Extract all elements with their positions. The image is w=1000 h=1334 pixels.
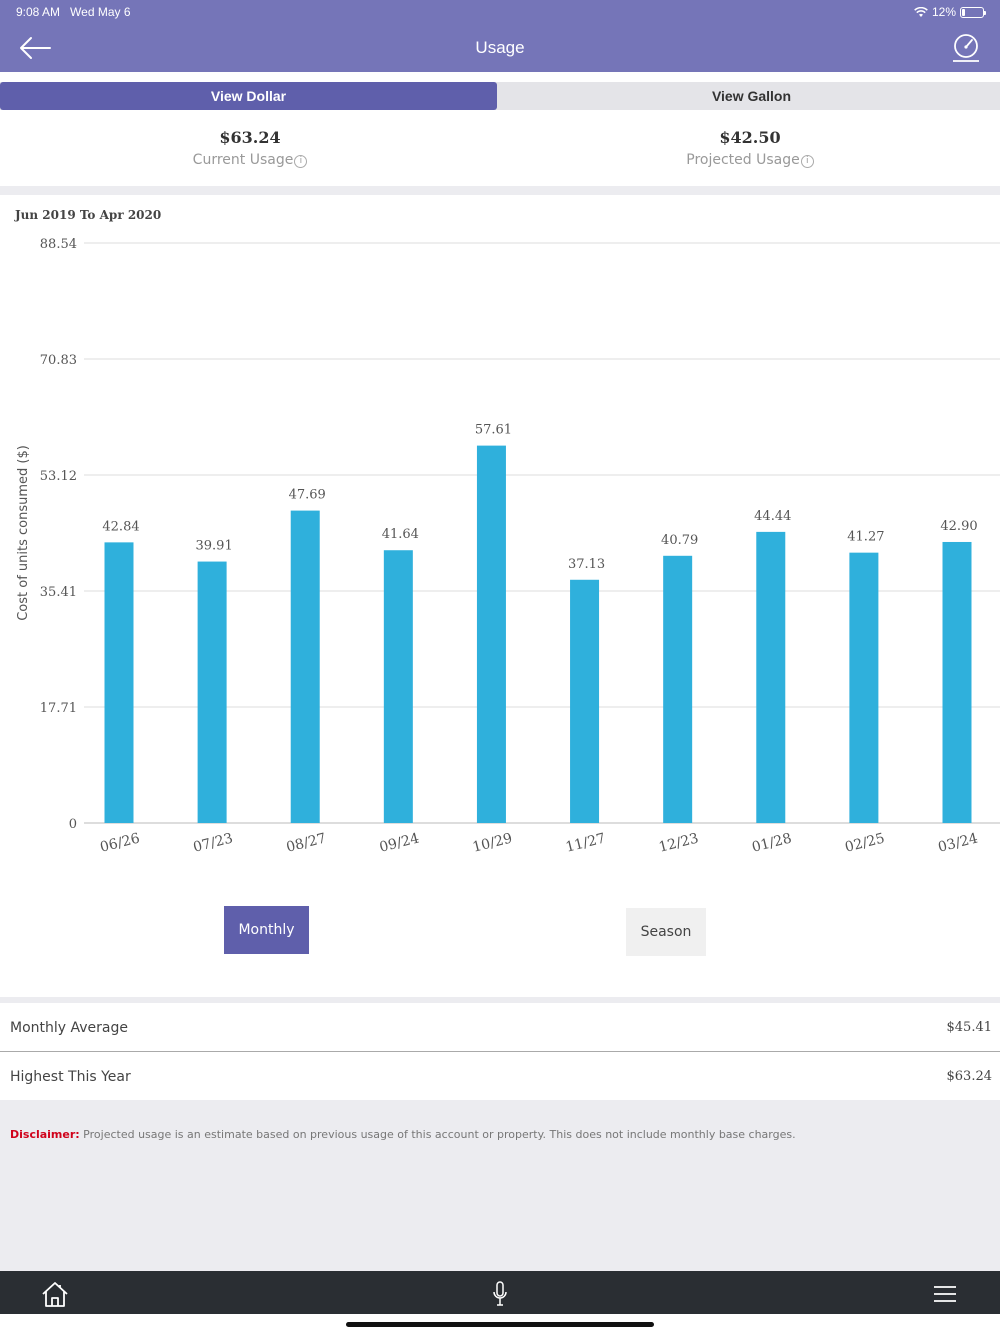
- page-title: Usage: [475, 38, 525, 57]
- y-axis-label: Cost of units consumed ($): [16, 445, 31, 621]
- bar: [104, 542, 134, 823]
- microphone-icon[interactable]: [485, 1279, 515, 1309]
- highest-this-year-value: $63.24: [946, 1069, 993, 1084]
- x-tick-label: 01/28: [750, 830, 793, 855]
- y-tick-label: 70.83: [40, 353, 77, 368]
- y-tick-label: 53.12: [40, 469, 77, 484]
- season-button[interactable]: Season: [626, 908, 706, 956]
- highest-this-year-row: Highest This Year $63.24: [0, 1052, 1000, 1100]
- usage-summary: $63.24 Current Usage i $42.50 Projected U…: [0, 118, 1000, 186]
- x-tick-label: 10/29: [471, 830, 514, 855]
- battery-percent: 12%: [931, 5, 956, 19]
- x-tick-label: 09/24: [378, 830, 421, 855]
- monthly-average-label: Monthly Average: [10, 1020, 128, 1036]
- usage-bar-chart: 0 17.71 35.41 53.12 70.83 88.54 Cost of units …: [16, 237, 1000, 856]
- bottom-tab-bar: [0, 1271, 1000, 1314]
- y-tick-label: 88.54: [40, 237, 77, 252]
- x-tick-label: 02/25: [843, 830, 886, 855]
- monthly-button[interactable]: Monthly: [224, 906, 309, 954]
- home-icon[interactable]: [40, 1279, 70, 1309]
- view-dollar-button[interactable]: View Dollar: [0, 82, 497, 110]
- projected-usage-label: Projected Usage: [686, 152, 800, 168]
- info-icon[interactable]: i: [800, 155, 814, 168]
- x-tick-label: 03/24: [937, 830, 980, 855]
- wifi-icon: [914, 6, 928, 17]
- bar: [197, 561, 227, 823]
- chart-section: 0 17.71 35.41 53.12 70.83 88.54 Cost of units …: [0, 195, 1000, 997]
- current-usage-label: Current Usage: [192, 152, 294, 168]
- gauge-icon[interactable]: [952, 32, 980, 64]
- bar: [849, 552, 879, 823]
- highest-this-year-label: Highest This Year: [10, 1069, 131, 1085]
- status-time: 9:08 AM Wed May 6: [16, 5, 131, 19]
- section-separator: [0, 186, 1000, 195]
- disclaimer-area: Disclaimer: Projected usage is an estima…: [0, 1100, 1000, 1271]
- monthly-average-row: Monthly Average $45.41: [0, 1003, 1000, 1051]
- section-separator: [0, 997, 1000, 1003]
- view-gallon-button[interactable]: View Gallon: [711, 88, 792, 104]
- bar: [663, 555, 693, 823]
- y-tick-label: 35.41: [40, 585, 77, 600]
- x-tick-label: 12/23: [657, 830, 700, 855]
- status-right: 12%: [914, 5, 986, 19]
- current-usage: $63.24 Current Usage i: [0, 128, 500, 168]
- bar: [476, 445, 506, 823]
- bar: [942, 541, 972, 823]
- row-divider: [0, 1051, 1000, 1052]
- x-tick-label: 06/26: [99, 830, 142, 855]
- bar-value-label: 37.13: [568, 557, 605, 572]
- projected-usage-value: $42.50: [719, 128, 781, 147]
- projected-usage: $42.50 Projected Usage i: [500, 128, 1000, 168]
- chart-date-range: Jun 2019 To Apr 2020: [15, 208, 162, 222]
- bar-value-label: 41.27: [847, 530, 884, 545]
- x-tick-label: 11/27: [564, 830, 607, 855]
- status-bar: 9:08 AM Wed May 6 12%: [0, 0, 1000, 24]
- back-arrow-icon[interactable]: [18, 36, 52, 60]
- bar-value-label: 42.84: [102, 519, 139, 534]
- bar: [290, 510, 320, 823]
- bar-value-label: 42.90: [940, 519, 977, 534]
- x-tick-label: 08/27: [285, 830, 328, 855]
- disclaimer-label: Disclaimer:: [10, 1128, 80, 1141]
- bar-value-label: 57.61: [475, 423, 512, 438]
- y-tick-label: 0: [69, 817, 77, 832]
- current-usage-value: $63.24: [219, 128, 281, 147]
- menu-icon[interactable]: [930, 1279, 960, 1309]
- bar: [570, 579, 600, 823]
- x-tick-label: 07/23: [192, 830, 235, 855]
- bar-value-label: 47.69: [289, 488, 326, 503]
- monthly-average-value: $45.41: [946, 1020, 993, 1035]
- bar: [383, 550, 413, 823]
- bar-value-label: 41.64: [382, 527, 419, 542]
- home-indicator: [346, 1322, 654, 1327]
- bar-value-label: 39.91: [196, 539, 233, 554]
- bar-value-label: 40.79: [661, 533, 698, 548]
- projected-usage-label-row: Projected Usage i: [500, 152, 1000, 168]
- nav-bar: Usage: [0, 24, 1000, 72]
- disclaimer: Disclaimer: Projected usage is an estima…: [10, 1128, 796, 1141]
- bar-value-label: 44.44: [754, 509, 791, 524]
- bar: [756, 531, 786, 823]
- battery-icon: [960, 6, 986, 18]
- info-icon[interactable]: i: [294, 155, 308, 168]
- y-tick-label: 17.71: [40, 701, 77, 716]
- disclaimer-text: Projected usage is an estimate based on …: [79, 1128, 796, 1141]
- current-usage-label-row: Current Usage i: [0, 152, 500, 168]
- unit-toggle: View Dollar View Gallon: [0, 82, 1000, 110]
